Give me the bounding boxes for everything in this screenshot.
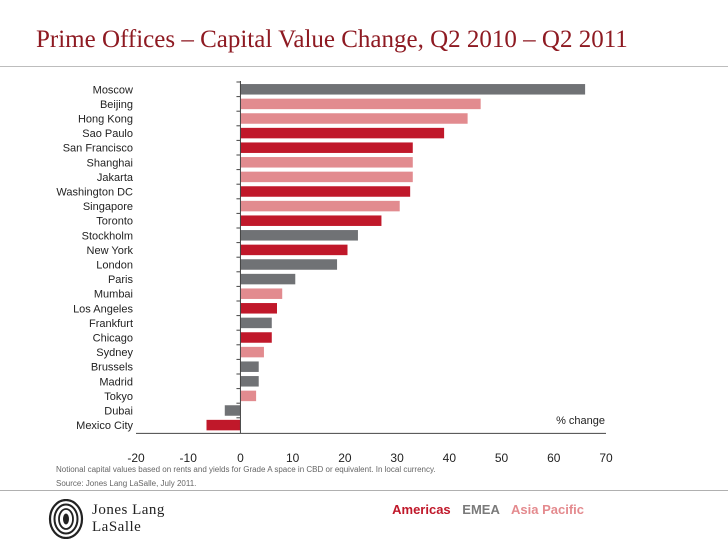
logo-line-2: LaSalle xyxy=(92,519,142,535)
bar-hong-kong xyxy=(240,113,468,124)
footnote-source: Source: Jones Lang LaSalle, July 2011. xyxy=(56,479,197,488)
category-label-hong-kong: Hong Kong xyxy=(78,114,133,126)
category-label-paris: Paris xyxy=(108,274,134,286)
logo-wordmark: Jones Lang LaSalle xyxy=(92,502,165,536)
category-label-tokyo: Tokyo xyxy=(104,391,133,403)
x-tick-label: -10 xyxy=(180,451,198,465)
region-emea: EMEA xyxy=(462,502,500,517)
bar-los-angeles xyxy=(240,303,277,314)
bar-washington-dc xyxy=(240,186,411,197)
bar-tokyo xyxy=(240,390,257,402)
x-axis-label: % change xyxy=(556,415,605,427)
bar-frankfurt xyxy=(240,317,272,329)
category-label-sydney: Sydney xyxy=(96,347,133,359)
category-label-los-angeles: Los Angeles xyxy=(73,303,133,315)
title-divider xyxy=(0,66,728,67)
region-americas: Americas xyxy=(392,502,451,517)
bar-paris xyxy=(240,273,296,285)
x-tick-label: 10 xyxy=(286,451,300,465)
category-label-jakarta: Jakarta xyxy=(97,172,134,184)
chart-title: Prime Offices – Capital Value Change, Q2… xyxy=(36,26,628,53)
logo-line-1: Jones Lang xyxy=(92,502,165,518)
x-tick-label: 0 xyxy=(237,451,244,465)
category-label-washington-dc: Washington DC xyxy=(56,187,133,199)
category-label-new-york: New York xyxy=(87,245,134,257)
footnote-method: Notional capital values based on rents a… xyxy=(56,465,436,474)
x-tick-label: 30 xyxy=(390,451,404,465)
footer-divider xyxy=(0,490,728,491)
bar-madrid xyxy=(240,376,259,387)
x-tick-label: 60 xyxy=(547,451,561,465)
bar-mumbai xyxy=(240,288,283,299)
bar-chart: Moscow Beijing Hong Kong Sao Paulo San Franc… xyxy=(56,81,613,465)
x-tick-label: 50 xyxy=(495,451,509,465)
bar-brussels xyxy=(240,361,259,372)
bar-moscow xyxy=(240,84,586,95)
category-label-dubai: Dubai xyxy=(104,406,133,418)
category-label-frankfurt: Frankfurt xyxy=(89,318,133,330)
axis-layer: -20 -10 0 10 20 30 40 50 60 70 xyxy=(127,81,613,465)
bar-singapore xyxy=(240,200,400,212)
category-label-sao-paulo: Sao Paulo xyxy=(82,128,133,140)
category-label-moscow: Moscow xyxy=(93,84,133,96)
category-labels: Moscow Beijing Hong Kong Sao Paulo San Franc… xyxy=(56,84,134,432)
category-label-madrid: Madrid xyxy=(99,376,133,388)
category-label-stockholm: Stockholm xyxy=(82,230,133,242)
x-tick-label: -20 xyxy=(127,451,145,465)
bar-london xyxy=(240,259,338,270)
category-label-chicago: Chicago xyxy=(93,333,133,345)
category-label-london: London xyxy=(96,260,133,272)
category-label-singapore: Singapore xyxy=(83,201,133,213)
category-label-beijing: Beijing xyxy=(100,99,133,111)
region-asia-pacific: Asia Pacific xyxy=(511,502,584,517)
category-label-san-francisco: San Francisco xyxy=(63,143,133,155)
bar-sydney xyxy=(240,346,264,358)
category-label-toronto: Toronto xyxy=(96,216,133,228)
bar-beijing xyxy=(240,98,481,110)
bar-stockholm xyxy=(240,230,358,241)
x-tick-label: 40 xyxy=(443,451,457,465)
bar-jakarta xyxy=(240,171,413,183)
bar-new-york xyxy=(240,244,348,256)
category-label-shanghai: Shanghai xyxy=(87,157,134,169)
category-label-brussels: Brussels xyxy=(91,362,134,374)
bar-chicago xyxy=(240,332,272,343)
x-tick-label: 70 xyxy=(599,451,613,465)
category-label-mexico-city: Mexico City xyxy=(76,420,133,432)
bar-shanghai xyxy=(240,157,413,168)
jll-logo-icon xyxy=(48,499,84,539)
bar-mexico-city xyxy=(206,419,241,431)
bar-toronto xyxy=(240,215,382,226)
company-logo: Jones Lang LaSalle xyxy=(48,499,165,539)
category-label-mumbai: Mumbai xyxy=(94,289,133,301)
bar-san-francisco xyxy=(240,142,413,153)
bar-sao-paulo xyxy=(240,127,445,139)
bars-layer xyxy=(206,84,586,431)
x-tick-label: 20 xyxy=(338,451,352,465)
bar-dubai xyxy=(224,405,241,416)
region-legend: Americas EMEA Asia Pacific xyxy=(384,502,584,517)
